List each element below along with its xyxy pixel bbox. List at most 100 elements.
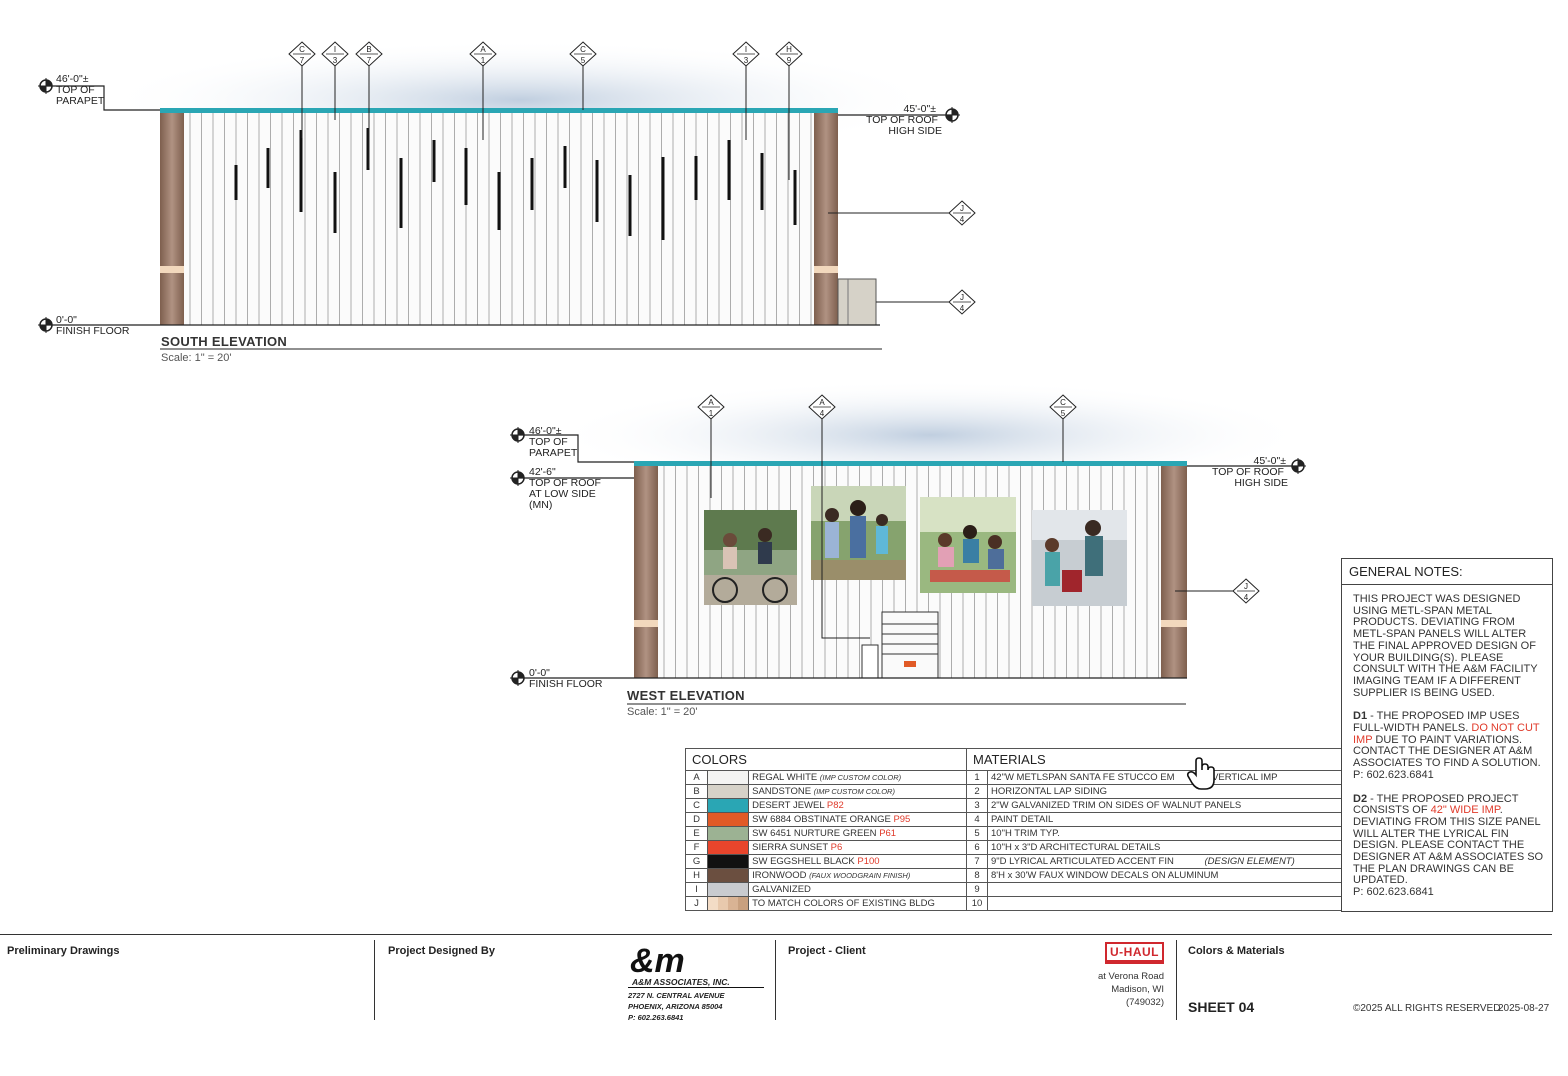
color-letter: H bbox=[684, 868, 709, 883]
window-decal-moving-couple bbox=[1032, 510, 1127, 606]
tag-letter: H bbox=[786, 45, 792, 54]
material-number: 4 bbox=[966, 812, 988, 827]
parapet-leader-line bbox=[46, 85, 160, 111]
color-name: REGAL WHITE (IMP CUSTOM COLOR) bbox=[748, 770, 967, 785]
material-text: 10"H x 3"D ARCHITECTURAL DETAILS bbox=[991, 842, 1161, 853]
level-marker-parapet bbox=[38, 78, 54, 94]
color-swatch bbox=[707, 784, 750, 799]
project-client-label: Project - Client bbox=[788, 945, 866, 957]
tag-leader bbox=[821, 419, 870, 639]
general-notes-body: THIS PROJECT WAS DESIGNED USING METL-SPA… bbox=[1342, 585, 1552, 899]
color-letter: I bbox=[684, 882, 709, 897]
level-marker-west-parapet bbox=[510, 427, 526, 443]
d2-label: D2 bbox=[1353, 792, 1368, 805]
tag-number: 4 bbox=[960, 304, 965, 313]
tag-letter: I bbox=[745, 45, 747, 54]
tag-number: 5 bbox=[1061, 409, 1066, 418]
color-swatch bbox=[707, 868, 750, 883]
tag-letter: A bbox=[708, 398, 714, 407]
schedule-row: G SW EGGSHELL BLACK P100 7 9"D LYRICAL ARTI… bbox=[684, 854, 1342, 869]
south-wood-column-left bbox=[160, 113, 184, 325]
west-floor-level: 0'-0" FINISH FLOOR bbox=[529, 667, 603, 690]
tag-letter: C bbox=[580, 45, 586, 54]
color-name: SW EGGSHELL BLACK P100 bbox=[748, 854, 967, 869]
color-letter: E bbox=[684, 826, 709, 841]
color-letter: A bbox=[684, 770, 709, 785]
color-name-text: SANDSTONE bbox=[752, 786, 812, 797]
west-trim-band-right bbox=[1161, 620, 1187, 627]
color-name-text: SW 6451 NURTURE GREEN bbox=[752, 828, 877, 839]
material-description: 9"D LYRICAL ARTICULATED ACCENT FIN (DESI… bbox=[987, 854, 1342, 869]
schedule-row: E SW 6451 NURTURE GREEN P61 5 10"H TRIM TYP… bbox=[684, 826, 1342, 841]
tag-letter: J bbox=[960, 204, 964, 213]
color-letter: B bbox=[684, 784, 709, 799]
color-name-text: GALVANIZED bbox=[752, 884, 811, 895]
materials-header: MATERIALS bbox=[966, 748, 1342, 771]
schedule-row: C DESERT JEWEL P82 3 2"W GALVANIZED TRIM ON… bbox=[684, 798, 1342, 813]
sheet-title: Colors & Materials bbox=[1188, 945, 1285, 957]
tag-number: 3 bbox=[333, 56, 338, 65]
d1-text-a: - THE PROPOSED IMP USES FULL-WIDTH PANEL… bbox=[1353, 710, 1520, 735]
material-description: 42"W METLSPAN SANTA FE STUCCO EM D VERTIC… bbox=[987, 770, 1342, 785]
south-roof-high-level: 45'-0"± TOP OF ROOF HIGH SIDE bbox=[866, 103, 942, 137]
color-name: SANDSTONE (IMP CUSTOM COLOR) bbox=[748, 784, 967, 799]
material-text-cont bbox=[1053, 814, 1081, 825]
color-letter: F bbox=[684, 840, 709, 855]
level-marker-west-floor bbox=[510, 670, 526, 686]
material-text-cont bbox=[1218, 870, 1246, 881]
material-description: 10"H x 3"D ARCHITECTURAL DETAILS bbox=[987, 840, 1342, 855]
material-text-cont bbox=[1160, 842, 1188, 853]
color-code: P95 bbox=[893, 814, 911, 825]
south-parapet-level: 46'-0"± TOP OF PARAPET bbox=[56, 73, 105, 107]
notes-intro: THIS PROJECT WAS DESIGNED USING METL-SPA… bbox=[1353, 593, 1538, 699]
material-number: 3 bbox=[966, 798, 988, 813]
firm-address-2: PHOENIX, ARIZONA 85004 bbox=[628, 1002, 723, 1011]
south-roof-trim bbox=[160, 108, 838, 113]
tag-number: 9 bbox=[787, 56, 792, 65]
color-code: P82 bbox=[826, 800, 844, 811]
general-notes-box: GENERAL NOTES: THIS PROJECT WAS DESIGNED… bbox=[1341, 558, 1553, 912]
level-marker-floor bbox=[38, 317, 54, 333]
material-description bbox=[987, 896, 1342, 911]
material-number: 1 bbox=[966, 770, 988, 785]
material-text-cont bbox=[991, 884, 1019, 895]
existing-building-box bbox=[837, 278, 877, 326]
color-letter: J bbox=[684, 896, 709, 911]
window-decal-picnic bbox=[920, 497, 1016, 593]
tag-letter: B bbox=[366, 45, 371, 54]
west-storefront-unit bbox=[881, 611, 939, 679]
colors-header: COLORS bbox=[685, 748, 967, 771]
south-floor-level: 0'-0" FINISH FLOOR bbox=[56, 314, 130, 337]
preliminary-drawings-label: Preliminary Drawings bbox=[7, 945, 120, 957]
schedule-row: J TO MATCH COLORS OF EXISTING BLDG 10 bbox=[684, 896, 1342, 911]
d2-warning: 42" WIDE IMP bbox=[1430, 804, 1500, 817]
west-parapet-leader bbox=[518, 434, 634, 463]
tag-number: 1 bbox=[481, 56, 486, 65]
west-roof-trim bbox=[634, 461, 1187, 466]
notes-d1: D1 - THE PROPOSED IMP USES FULL-WIDTH PA… bbox=[1353, 710, 1546, 781]
west-door bbox=[861, 644, 879, 679]
tag-number: 4 bbox=[960, 215, 965, 224]
color-name-text: SW EGGSHELL BLACK bbox=[752, 856, 855, 867]
general-notes-title: GENERAL NOTES: bbox=[1342, 559, 1552, 585]
title-divider-3 bbox=[1176, 940, 1177, 1020]
color-name-text: SIERRA SUNSET bbox=[752, 842, 828, 853]
colors-materials-schedule: COLORS MATERIALS A REGAL WHITE (IMP CUSTO… bbox=[684, 748, 1342, 911]
material-description: 2"W GALVANIZED TRIM ON SIDES OF WALNUT P… bbox=[987, 798, 1342, 813]
window-decal-cyclists bbox=[704, 510, 797, 605]
title-block-divider bbox=[0, 934, 1552, 935]
tag-number: 4 bbox=[820, 409, 825, 418]
tag-letter: J bbox=[1244, 582, 1248, 591]
notes-d2: D2 - THE PROPOSED PROJECT CONSISTS OF 42… bbox=[1353, 792, 1546, 899]
south-elevation-title: SOUTH ELEVATION bbox=[161, 334, 288, 349]
tag-letter: I bbox=[334, 45, 336, 54]
west-elevation-title: WEST ELEVATION bbox=[627, 688, 745, 703]
color-swatch bbox=[707, 896, 750, 911]
schedule-row: F SIERRA SUNSET P6 6 10"H x 3"D ARCHITECTUR… bbox=[684, 840, 1342, 855]
schedule-row: A REGAL WHITE (IMP CUSTOM COLOR) 1 42"W ME… bbox=[684, 770, 1342, 785]
west-wood-column-left bbox=[634, 466, 658, 678]
material-description: PAINT DETAIL bbox=[987, 812, 1342, 827]
material-text: 8'H x 30'W FAUX WINDOW DECALS ON ALUMINU… bbox=[991, 870, 1219, 881]
west-roof-high-level: 45'-0"± TOP OF ROOF HIGH SIDE bbox=[1212, 455, 1288, 489]
tag-letter: J bbox=[960, 293, 964, 302]
